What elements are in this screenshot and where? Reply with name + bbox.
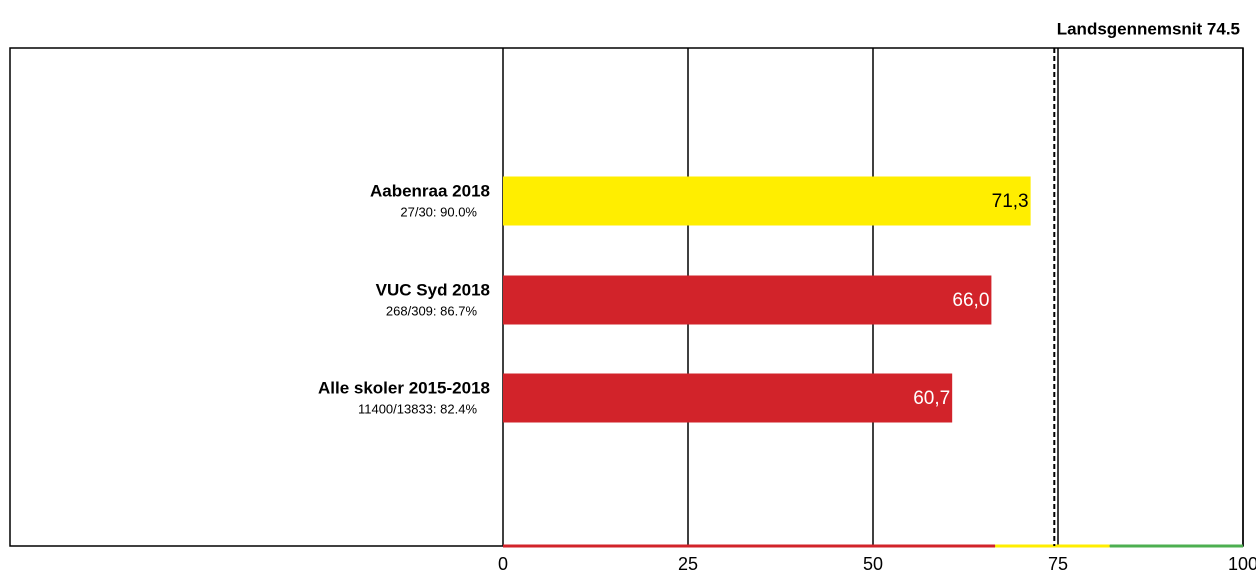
category-label: Alle skoler 2015-2018 bbox=[318, 378, 490, 397]
threshold-band bbox=[1109, 544, 1243, 548]
bar bbox=[503, 176, 1031, 226]
x-tick-label: 75 bbox=[1048, 554, 1068, 574]
threshold-band bbox=[995, 544, 1110, 548]
category-label: Aabenraa 2018 bbox=[370, 181, 490, 200]
x-tick-label: 100 bbox=[1228, 554, 1256, 574]
value-label: 66,0 bbox=[952, 290, 989, 311]
x-tick-label: 50 bbox=[863, 554, 883, 574]
x-tick-label: 25 bbox=[678, 554, 698, 574]
bar bbox=[503, 275, 992, 325]
category-label: VUC Syd 2018 bbox=[376, 280, 490, 299]
chart-title: Landsgennemsnit 74.5 bbox=[1057, 19, 1240, 38]
x-tick-label: 0 bbox=[498, 554, 508, 574]
value-label: 71,3 bbox=[992, 191, 1029, 212]
category-sublabel: 268/309: 86.7% bbox=[386, 303, 478, 318]
category-sublabel: 11400/13833: 82.4% bbox=[358, 401, 477, 416]
bar bbox=[503, 373, 953, 423]
value-label: 60,7 bbox=[913, 388, 950, 409]
category-sublabel: 27/30: 90.0% bbox=[400, 204, 477, 219]
threshold-band bbox=[503, 544, 996, 548]
